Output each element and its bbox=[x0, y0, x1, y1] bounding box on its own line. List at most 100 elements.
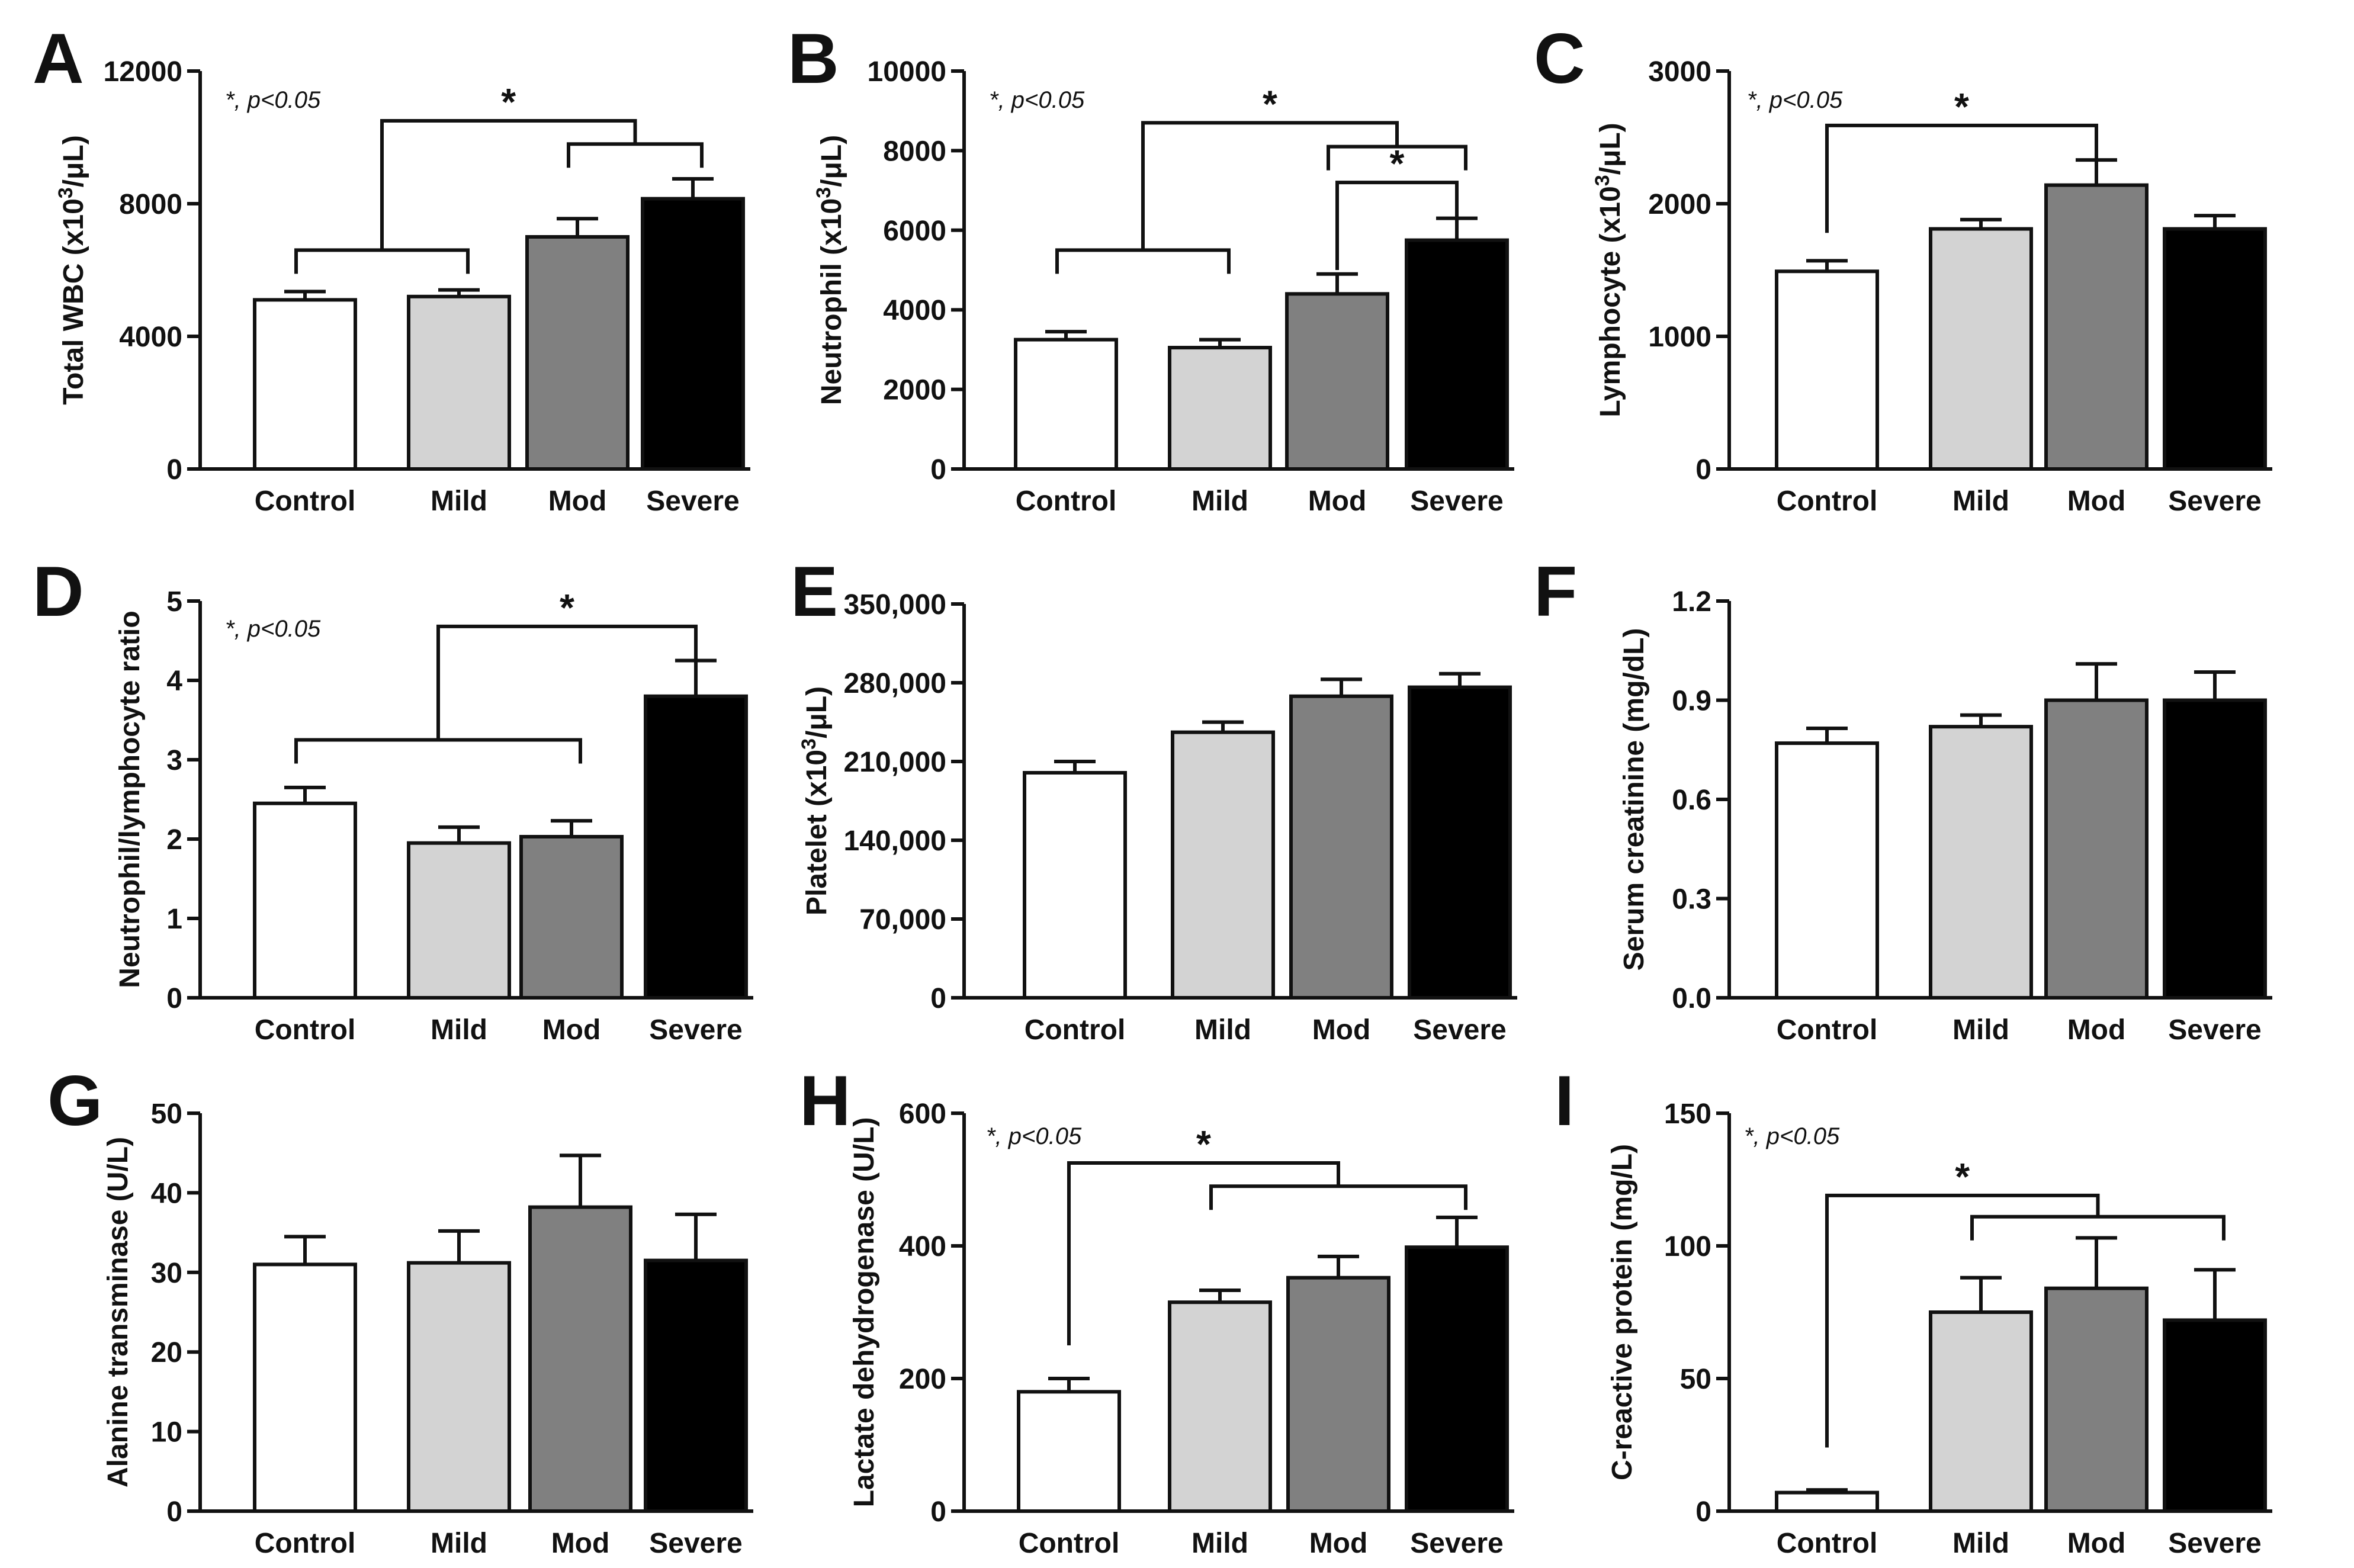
category-label: Mod bbox=[2067, 486, 2126, 517]
significance-bracket bbox=[1825, 1193, 2225, 1448]
category-label: Mild bbox=[1952, 1528, 2009, 1559]
y-axis-label: Lymphocyte (x103/μL) bbox=[1591, 123, 1626, 417]
category-label: Mild bbox=[1192, 1528, 1248, 1559]
y-tick-label: 4000 bbox=[119, 322, 182, 353]
bar-control bbox=[1017, 1390, 1121, 1513]
category-label: Control bbox=[255, 1528, 356, 1559]
panel-letter: B bbox=[788, 19, 839, 98]
y-tick-label: 0 bbox=[166, 983, 182, 1014]
category-label: Mod bbox=[1309, 1528, 1368, 1559]
y-tick-label: 12000 bbox=[104, 56, 182, 88]
category-label: Mod bbox=[1308, 486, 1367, 517]
bar-severe bbox=[2163, 1318, 2267, 1513]
significance-bracket bbox=[1055, 121, 1467, 274]
significance-star: * bbox=[1390, 142, 1405, 185]
y-tick-label: 0 bbox=[166, 1496, 182, 1528]
category-label: Severe bbox=[1410, 486, 1503, 517]
bar-control bbox=[1014, 338, 1118, 471]
y-axis-label: Platelet (x103/μL) bbox=[798, 686, 833, 915]
category-label: Mod bbox=[2067, 1528, 2126, 1559]
bar-mild bbox=[1929, 227, 2033, 471]
y-axis-label: Serum creatinine (mg/dL) bbox=[1618, 628, 1650, 971]
y-tick-label: 0.0 bbox=[1672, 983, 1711, 1014]
y-tick-label: 210,000 bbox=[843, 747, 946, 778]
significance-bracket bbox=[1067, 1161, 1467, 1345]
bar-mild bbox=[407, 294, 511, 471]
bar-mild bbox=[1929, 725, 2033, 1000]
category-label: Severe bbox=[1410, 1528, 1503, 1559]
bar-mod bbox=[2044, 183, 2149, 471]
y-axis-label: Total WBC (x103/μL) bbox=[54, 135, 89, 404]
y-tick-label: 0.9 bbox=[1672, 686, 1711, 717]
y-tick-label: 0.6 bbox=[1672, 785, 1711, 816]
category-label: Severe bbox=[2168, 1014, 2261, 1046]
category-label: Mod bbox=[548, 486, 607, 517]
bar-mod bbox=[2044, 698, 2149, 1000]
significance-note: *, p<0.05 bbox=[225, 87, 321, 113]
y-tick-label: 10000 bbox=[868, 56, 946, 88]
bar-mild bbox=[1929, 1310, 2033, 1513]
category-label: Mild bbox=[1192, 486, 1248, 517]
category-label: Mild bbox=[1952, 486, 2009, 517]
category-label: Severe bbox=[649, 1528, 742, 1559]
category-label: Control bbox=[1777, 1014, 1878, 1046]
panel-i: I *, p<0.05 0 50 100 150 C-reactive protein (m… bbox=[1555, 1061, 2272, 1559]
y-tick-label: 0 bbox=[930, 454, 946, 486]
category-label: Mild bbox=[431, 486, 487, 517]
y-tick-label: 3000 bbox=[1648, 56, 1711, 88]
y-axis-label: C-reactive protein (mg/L) bbox=[1607, 1144, 1638, 1480]
y-tick-label: 8000 bbox=[883, 136, 946, 167]
panel-letter: C bbox=[1534, 19, 1585, 98]
category-label: Mild bbox=[431, 1014, 487, 1046]
y-tick-label: 0 bbox=[930, 983, 946, 1014]
y-tick-label: 40 bbox=[151, 1178, 182, 1209]
y-tick-label: 0.3 bbox=[1672, 884, 1711, 915]
significance-star: * bbox=[1954, 85, 1969, 128]
panel-c: C *, p<0.05 0 1000 2000 3000 Lymphocyte (x103/… bbox=[1534, 19, 2272, 517]
y-axis-label: Alanine transminase (U/L) bbox=[102, 1137, 134, 1487]
y-tick-label: 10 bbox=[151, 1417, 182, 1448]
panel-letter: E bbox=[791, 552, 838, 631]
bar-mild bbox=[407, 841, 511, 1000]
panel-b: B *, p<0.05 0 2000 4000 6000 8000 10000 Neutroph… bbox=[788, 19, 1514, 517]
y-tick-label: 0 bbox=[1695, 1496, 1711, 1528]
bar-severe bbox=[2163, 698, 2267, 1000]
panel-letter: I bbox=[1555, 1061, 1574, 1140]
y-tick-label: 70,000 bbox=[859, 904, 946, 936]
significance-star: * bbox=[501, 81, 516, 123]
significance-note: *, p<0.05 bbox=[225, 616, 321, 642]
y-axis-label: Neutrophil (x103/μL) bbox=[813, 135, 847, 405]
category-label: Control bbox=[255, 486, 356, 517]
bar-mod bbox=[1289, 694, 1393, 1000]
bar-control bbox=[1023, 771, 1127, 1000]
y-tick-label: 50 bbox=[1680, 1364, 1711, 1395]
category-label: Severe bbox=[2168, 1528, 2261, 1559]
category-label: Mod bbox=[551, 1528, 610, 1559]
bar-severe bbox=[1405, 1245, 1509, 1513]
bar-control bbox=[1775, 269, 1879, 471]
y-tick-label: 600 bbox=[899, 1098, 946, 1130]
y-tick-label: 5 bbox=[166, 586, 182, 618]
significance-bracket bbox=[1825, 123, 2098, 233]
bar-mod bbox=[2044, 1286, 2149, 1513]
y-tick-label: 3 bbox=[166, 745, 182, 776]
panel-letter: F bbox=[1534, 552, 1577, 631]
y-tick-label: 400 bbox=[899, 1231, 946, 1262]
category-label: Control bbox=[1016, 486, 1117, 517]
panel-g: G 0 10 20 30 40 50 Alanine transminase (U/L) Con… bbox=[47, 1061, 753, 1559]
bar-mild bbox=[1168, 1300, 1272, 1513]
panel-letter: A bbox=[33, 19, 84, 98]
y-tick-label: 6000 bbox=[883, 216, 946, 247]
category-label: Severe bbox=[1413, 1014, 1506, 1046]
bar-control bbox=[253, 1262, 357, 1514]
y-tick-label: 140,000 bbox=[843, 825, 946, 857]
y-tick-label: 2000 bbox=[883, 375, 946, 406]
panel-e: E 0 70,000 140,000 210,000 280,000 350,000 Plat… bbox=[791, 552, 1517, 1046]
category-label: Mod bbox=[1312, 1014, 1371, 1046]
bar-control bbox=[1775, 1490, 1879, 1513]
category-label: Control bbox=[1019, 1528, 1120, 1559]
y-tick-label: 20 bbox=[151, 1337, 182, 1368]
category-label: Control bbox=[255, 1014, 356, 1046]
significance-star: * bbox=[1263, 82, 1277, 125]
bar-mild bbox=[1171, 730, 1275, 1000]
